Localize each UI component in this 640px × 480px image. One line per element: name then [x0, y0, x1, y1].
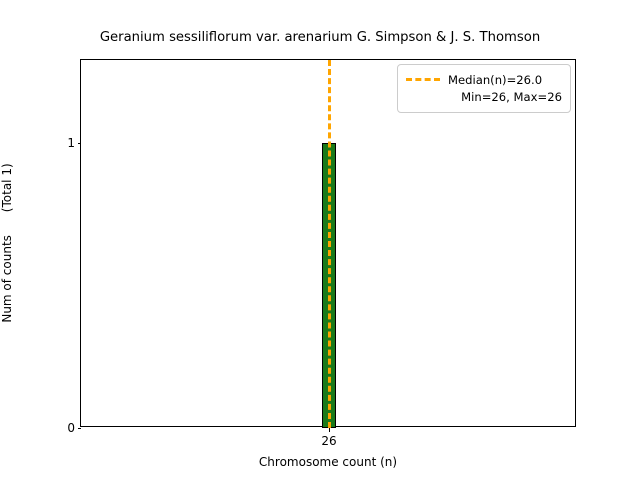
ytick-mark-1 [77, 143, 81, 144]
legend-label-median: Median(n)=26.0 [448, 72, 543, 87]
ytick-label-1: 1 [67, 136, 75, 150]
legend-entry-minmax: Min=26, Max=26 [406, 88, 562, 105]
xtick-mark-26 [329, 428, 330, 432]
y-axis-label: Num of counts (Total 1) [0, 163, 14, 323]
legend: Median(n)=26.0 Min=26, Max=26 [397, 64, 571, 113]
dashed-line-icon [406, 78, 440, 81]
legend-entry-median: Median(n)=26.0 [406, 71, 562, 88]
page-title: Geranium sessiliflorum var. arenarium G.… [99, 30, 541, 45]
plot-area: 0 1 26 Median(n)=26.0 Min=26, Max=26 [67, 59, 576, 447]
x-axis-label: Chromosome count (n) [258, 455, 398, 469]
ytick-mark-0 [77, 428, 81, 429]
xtick-label-26: 26 [321, 434, 337, 448]
ytick-label-0: 0 [67, 421, 75, 435]
bars-layer [81, 60, 575, 428]
median-line [328, 60, 331, 428]
legend-label-minmax: Min=26, Max=26 [461, 89, 562, 104]
